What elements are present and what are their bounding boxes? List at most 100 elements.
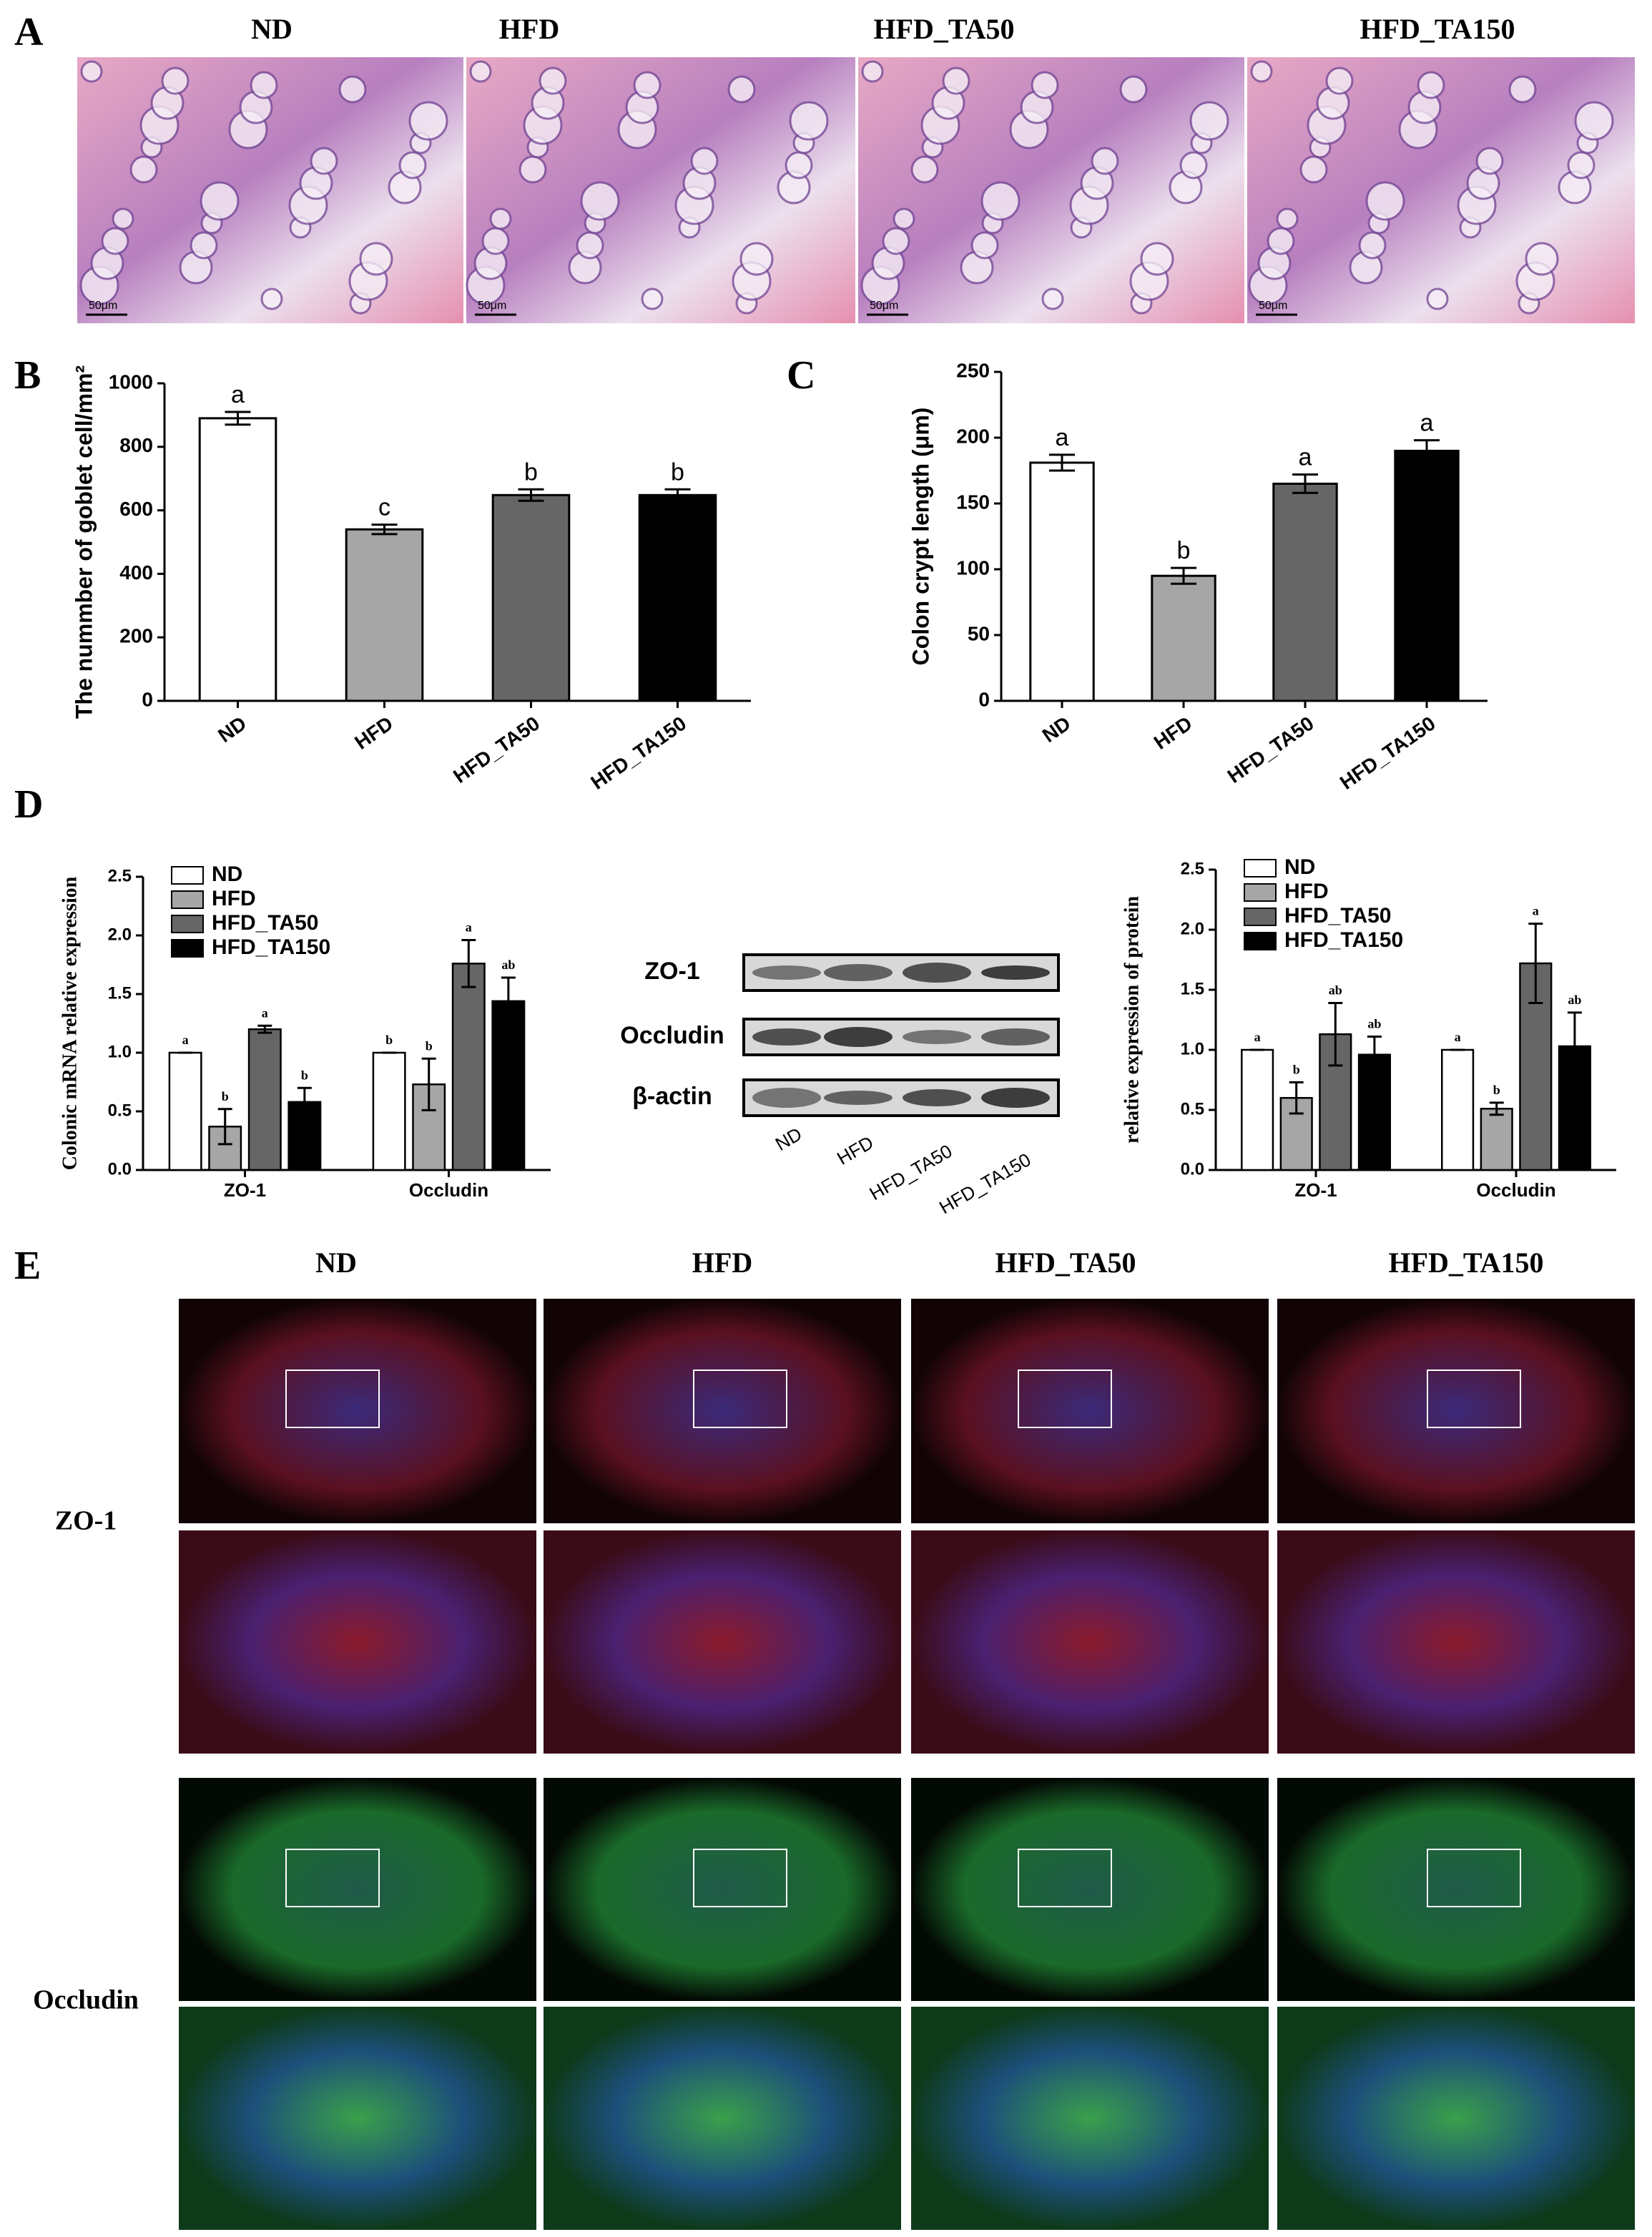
crypt — [1189, 101, 1229, 141]
significance-letter: b — [301, 1068, 308, 1082]
fluorescence-image — [544, 1530, 901, 1754]
y-tick-label: 0.0 — [1181, 1159, 1204, 1179]
bar — [1029, 461, 1095, 702]
error-bar — [1289, 1081, 1304, 1115]
significance-letter: b — [426, 1038, 433, 1053]
significance-letter: a — [1533, 904, 1539, 918]
error-bar — [1528, 923, 1543, 1004]
fluorescence-image — [1277, 2007, 1635, 2230]
y-axis-label: The nummber of goblet cell/mm² — [71, 365, 97, 719]
x-tick-label: ND — [214, 712, 250, 747]
crypt — [785, 151, 813, 180]
crypt — [1525, 242, 1559, 276]
significance-letter: b — [1493, 1083, 1500, 1097]
legend-label: HFD — [212, 887, 256, 910]
row-label: ZO-1 — [55, 1506, 117, 1536]
error-bar — [1567, 1011, 1582, 1081]
image-title: ND — [251, 13, 292, 45]
scale-bar-label: 50μm — [478, 300, 506, 312]
y-tick-label: 2.0 — [108, 925, 132, 944]
zoom-box — [1018, 1370, 1112, 1428]
significance-letter: b — [385, 1033, 393, 1047]
crypt — [112, 207, 134, 230]
significance-letter: a — [1455, 1030, 1461, 1044]
legend-swatch — [1244, 908, 1277, 926]
crypt — [1091, 147, 1119, 175]
crypt — [1475, 147, 1504, 175]
crypt — [408, 101, 448, 141]
error-bar — [1049, 453, 1075, 472]
band-label: Occludin — [620, 1022, 724, 1049]
y-axis-label: relative expression of protein — [1121, 896, 1143, 1144]
y-tick-label: 0 — [978, 688, 990, 710]
crypt — [1031, 71, 1059, 99]
y-tick-label: 1.0 — [1181, 1039, 1204, 1058]
scale-bar-label: 50μm — [89, 300, 117, 312]
legend-swatch — [171, 866, 204, 885]
legend-swatch — [171, 939, 204, 958]
crypt — [727, 75, 756, 104]
panel-label: E — [14, 1244, 41, 1288]
x-tick-label: ZO-1 — [1294, 1179, 1337, 1201]
crypt — [1574, 101, 1614, 141]
error-bar — [257, 1024, 272, 1034]
bar — [1151, 574, 1216, 702]
x-tick-label: Occludin — [1476, 1179, 1555, 1201]
y-tick-label: 400 — [119, 561, 153, 584]
significance-letter: a — [1299, 444, 1312, 471]
error-bar — [1489, 1101, 1504, 1116]
crypt — [1426, 287, 1449, 310]
scale-bar-label: 50μm — [870, 300, 898, 312]
y-tick-label: 1.5 — [108, 983, 132, 1003]
y-tick-label: 1.0 — [108, 1042, 132, 1061]
crypt — [200, 181, 240, 221]
error-bar — [518, 488, 544, 502]
image-title: HFD_TA50 — [995, 1247, 1136, 1279]
error-bar — [421, 1057, 436, 1111]
significance-letter: b — [1177, 537, 1191, 564]
significance-letter: ab — [1367, 1017, 1381, 1031]
crypt — [481, 227, 510, 255]
bar — [247, 1028, 282, 1171]
crypt — [882, 227, 910, 255]
bar — [1357, 1053, 1391, 1171]
zoom-box — [693, 1849, 787, 1907]
fluorescence-image — [911, 1778, 1269, 2001]
fluorescence-image — [179, 1530, 536, 1754]
image-title: HFD — [499, 13, 559, 45]
crypt — [101, 227, 129, 255]
error-bar — [1367, 1036, 1382, 1074]
bar — [198, 417, 277, 702]
significance-letter: b — [1293, 1062, 1300, 1076]
legend-label: HFD_TA50 — [212, 911, 318, 935]
band — [981, 1088, 1050, 1108]
bar — [1480, 1108, 1513, 1171]
crypt — [893, 207, 915, 230]
crypt — [1567, 151, 1596, 180]
error-bar — [1328, 1001, 1343, 1067]
zoom-box — [285, 1370, 380, 1428]
crypt — [1041, 287, 1064, 310]
panel-label: D — [14, 782, 43, 827]
lane-label: ND — [772, 1123, 806, 1155]
y-tick-label: 50 — [968, 622, 990, 644]
fluorescence-image — [544, 2007, 901, 2230]
crypt — [1179, 151, 1208, 180]
crypt — [190, 231, 218, 260]
x-tick-label: ND — [1038, 712, 1075, 747]
crypt — [1325, 67, 1354, 95]
y-tick-label: 0 — [142, 688, 153, 710]
crypt — [489, 207, 512, 230]
legend-swatch — [1244, 932, 1277, 950]
zoom-box — [693, 1370, 787, 1428]
lane-label: HFD_TA50 — [865, 1140, 955, 1204]
significance-letter: c — [378, 494, 390, 521]
fluorescence-image — [1277, 1778, 1635, 2001]
y-axis-label: Colonic mRNA relative expression — [59, 876, 81, 1170]
significance-letter: a — [1420, 410, 1434, 437]
crypt — [1140, 242, 1174, 276]
crypt — [398, 151, 427, 180]
error-bar — [1171, 566, 1196, 585]
y-tick-label: 0.5 — [1181, 1099, 1204, 1118]
crypt — [690, 147, 719, 175]
